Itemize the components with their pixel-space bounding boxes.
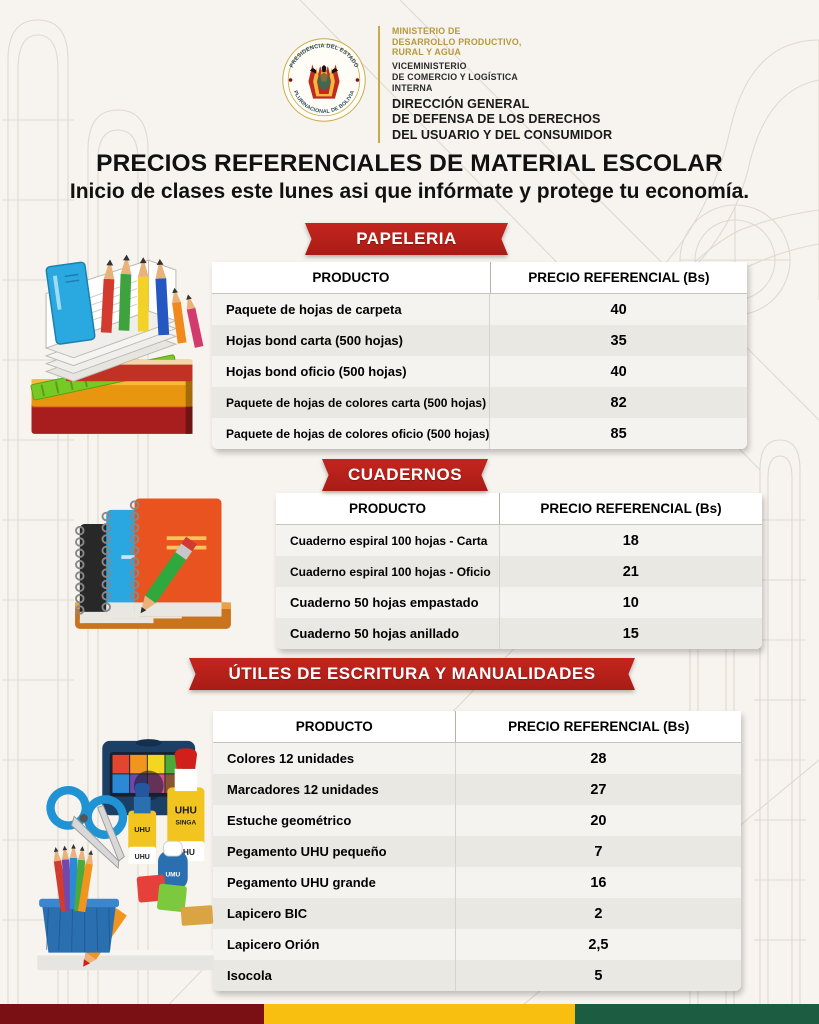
svg-text:UHU: UHU [175,805,197,816]
svg-text:UMU: UMU [165,872,180,879]
svg-text:UHU: UHU [135,854,150,861]
svg-text:SINGA: SINGA [176,820,197,827]
svg-text:UHU: UHU [134,825,150,834]
